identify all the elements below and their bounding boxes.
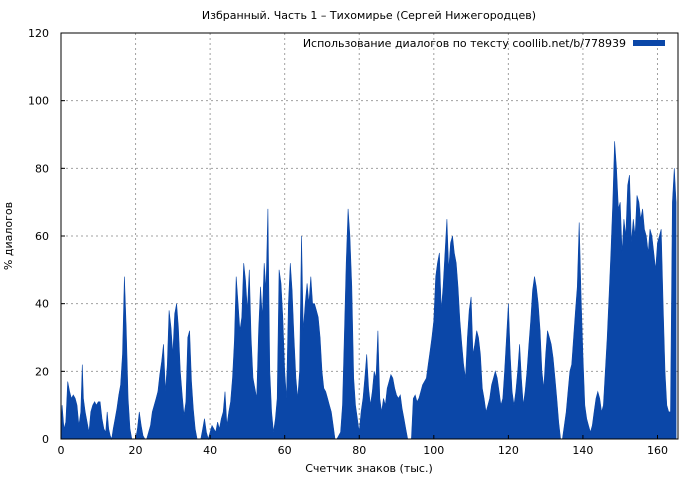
- series-layer: [60, 141, 677, 441]
- x-tick-label: 140: [572, 444, 593, 457]
- x-axis-title: Счетчик знаков (тыс.): [305, 462, 433, 475]
- y-tick-label: 120: [28, 27, 49, 40]
- y-tick-label: 40: [35, 298, 49, 311]
- x-tick-label: 40: [203, 444, 217, 457]
- y-axis-title: % диалогов: [2, 202, 15, 270]
- y-tick-label: 60: [35, 230, 49, 243]
- x-tick-label: 60: [278, 444, 292, 457]
- y-tick-label: 100: [28, 95, 49, 108]
- x-tick-label: 0: [58, 444, 65, 457]
- legend: Использование диалогов по тексту coollib…: [303, 37, 665, 50]
- x-tick-label: 80: [352, 444, 366, 457]
- legend-swatch: [633, 40, 665, 46]
- x-tick-label: 160: [647, 444, 668, 457]
- series-area: [60, 141, 677, 441]
- ticks: 0 20 40 60 80 100 120 0 20 40 60 80 100 120 140 160: [28, 27, 668, 457]
- x-tick-label: 120: [498, 444, 519, 457]
- legend-label: Использование диалогов по тексту coollib…: [303, 37, 626, 50]
- y-tick-label: 80: [35, 162, 49, 175]
- y-tick-label: 20: [35, 365, 49, 378]
- chart-title: Избранный. Часть 1 – Тихомирье (Сергей Н…: [202, 9, 536, 22]
- x-tick-label: 100: [423, 444, 444, 457]
- y-tick-label: 0: [42, 433, 49, 446]
- x-tick-label: 20: [129, 444, 143, 457]
